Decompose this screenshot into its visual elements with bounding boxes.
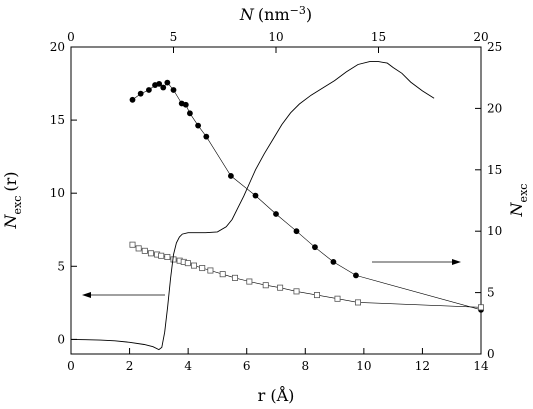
right-axis-ticks: 0 5 10 15 20 25	[475, 40, 502, 361]
data-point-filled-circle	[129, 96, 136, 103]
right-tick-label: 20	[487, 101, 502, 115]
data-point-open-square	[135, 245, 142, 252]
bottom-tick-label: 2	[126, 359, 134, 373]
right-tick-label: 15	[487, 163, 502, 177]
data-point-filled-circle	[293, 228, 300, 235]
series-line-line	[70, 61, 435, 351]
data-point-filled-circle	[330, 259, 337, 265]
top-axis-title: N (nm−3)	[239, 4, 312, 24]
left-tick-label: 10	[50, 186, 65, 200]
data-point-open-square	[477, 304, 484, 311]
left-tick-label: 5	[57, 259, 65, 273]
bottom-axis-ticks: 0 2 4 6 8 10 12 14	[67, 348, 489, 373]
data-point-filled-circle	[312, 244, 318, 251]
data-point-filled-circle	[228, 173, 234, 179]
data-point-open-square	[293, 288, 300, 295]
bottom-tick-label: 4	[184, 359, 192, 373]
data-point-open-square	[246, 278, 253, 285]
data-point-open-square	[129, 241, 136, 248]
data-point-filled-circle	[187, 110, 193, 117]
series-filled-circles-line	[132, 82, 482, 311]
data-point-open-square	[262, 282, 269, 289]
data-point-filled-circle	[170, 87, 177, 93]
left-tick-label: 15	[50, 113, 65, 127]
data-point-filled-circle	[164, 79, 171, 86]
data-point-open-square	[334, 295, 341, 302]
right-tick-label: 0	[487, 347, 495, 361]
series-layer	[70, 61, 484, 351]
top-tick-label: 0	[67, 30, 75, 44]
data-point-open-square	[354, 299, 361, 306]
left-arrow-annotation	[82, 292, 165, 298]
top-axis-title-exp: −3	[290, 4, 306, 17]
data-point-open-square	[219, 271, 226, 278]
data-point-filled-circle	[160, 84, 167, 91]
data-point-open-square	[190, 262, 197, 269]
data-point-filled-circle	[182, 101, 189, 108]
left-axis-title: Nexc (r)	[1, 171, 24, 229]
data-point-open-square	[141, 247, 148, 254]
top-tick-label: 5	[170, 30, 178, 44]
data-point-filled-circle	[195, 122, 202, 129]
top-axis-title-unit: (nm	[258, 5, 290, 24]
bottom-tick-label: 10	[356, 359, 371, 373]
top-tick-label: 20	[473, 30, 488, 44]
right-axis-title: Nexc	[507, 184, 530, 218]
right-axis-title-main: N	[507, 201, 526, 217]
bottom-tick-label: 8	[301, 359, 309, 373]
data-point-filled-circle	[273, 211, 279, 217]
bottom-tick-label: 6	[243, 359, 251, 373]
top-tick-label: 10	[268, 30, 283, 44]
data-point-filled-circle	[353, 272, 359, 279]
bottom-tick-label: 0	[67, 359, 75, 373]
right-arrow-annotation	[372, 259, 461, 265]
right-tick-label: 5	[487, 286, 495, 300]
data-point-open-square	[231, 274, 238, 281]
data-point-open-square	[207, 267, 214, 274]
bottom-tick-label: 14	[473, 359, 489, 373]
left-axis-title-sub: exc	[11, 196, 24, 215]
data-point-open-square	[184, 260, 191, 267]
plot-frame	[70, 46, 482, 355]
data-point-filled-circle	[156, 80, 163, 87]
top-axis-ticks: 0 5 10 15 20	[67, 30, 489, 53]
left-tick-label: 20	[50, 40, 65, 54]
data-point-open-square	[313, 292, 320, 299]
right-tick-label: 25	[487, 40, 502, 54]
top-axis-title-close: )	[306, 5, 312, 24]
right-tick-label: 10	[487, 224, 502, 238]
right-axis-title-sub: exc	[517, 184, 530, 203]
data-point-filled-circle	[203, 133, 210, 140]
data-point-open-square	[277, 284, 284, 291]
left-axis-title-suffix: (r)	[1, 171, 20, 191]
bottom-axis-title: r (Å)	[258, 385, 295, 405]
data-point-filled-circle	[137, 90, 144, 97]
left-tick-label: 0	[57, 332, 65, 346]
top-axis-title-main: N	[239, 5, 255, 24]
data-point-open-square	[164, 253, 171, 260]
series-open-squares-line	[132, 244, 482, 308]
data-point-filled-circle	[252, 192, 259, 199]
data-point-filled-circle	[146, 87, 152, 93]
data-point-open-square	[158, 252, 165, 259]
left-axis-ticks: 0 5 10 15 20	[50, 40, 77, 346]
top-tick-label: 15	[371, 30, 386, 44]
data-point-open-square	[147, 250, 154, 257]
bottom-tick-label: 12	[415, 359, 430, 373]
left-axis-title-main: N	[1, 214, 20, 230]
data-point-open-square	[199, 265, 206, 272]
